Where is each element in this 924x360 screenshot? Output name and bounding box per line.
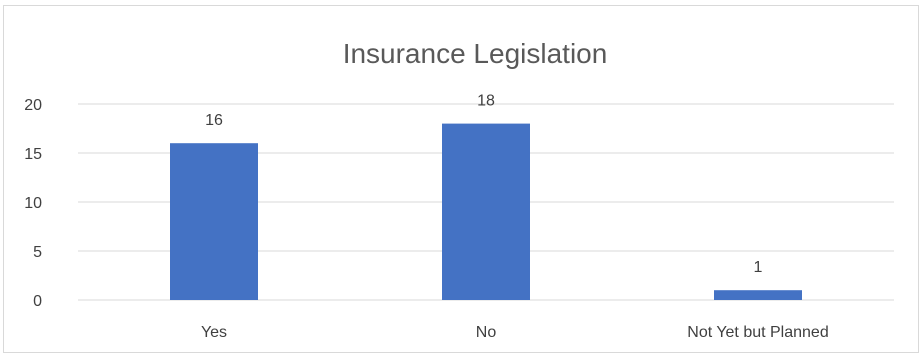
bar-yes xyxy=(170,143,258,300)
bars xyxy=(170,123,802,300)
x-category-label: No xyxy=(476,324,497,341)
bar-not-yet-but-planned xyxy=(714,290,802,300)
x-axis-categories: Yes No Not Yet but Planned xyxy=(201,324,829,341)
bar-no xyxy=(442,123,530,300)
y-tick-label: 5 xyxy=(33,244,42,261)
x-category-label: Not Yet but Planned xyxy=(687,324,828,341)
y-tick-label: 20 xyxy=(24,97,42,114)
y-tick-label: 15 xyxy=(24,146,42,163)
y-axis-ticks: 0 5 10 15 20 xyxy=(24,97,42,310)
x-category-label: Yes xyxy=(201,324,227,341)
data-label: 1 xyxy=(754,259,763,276)
data-label: 16 xyxy=(205,112,223,129)
chart-title: Insurance Legislation xyxy=(343,38,608,69)
data-label: 18 xyxy=(477,93,495,110)
y-tick-label: 10 xyxy=(24,195,42,212)
data-labels: 16 18 1 xyxy=(205,93,762,277)
y-tick-label: 0 xyxy=(33,293,42,310)
